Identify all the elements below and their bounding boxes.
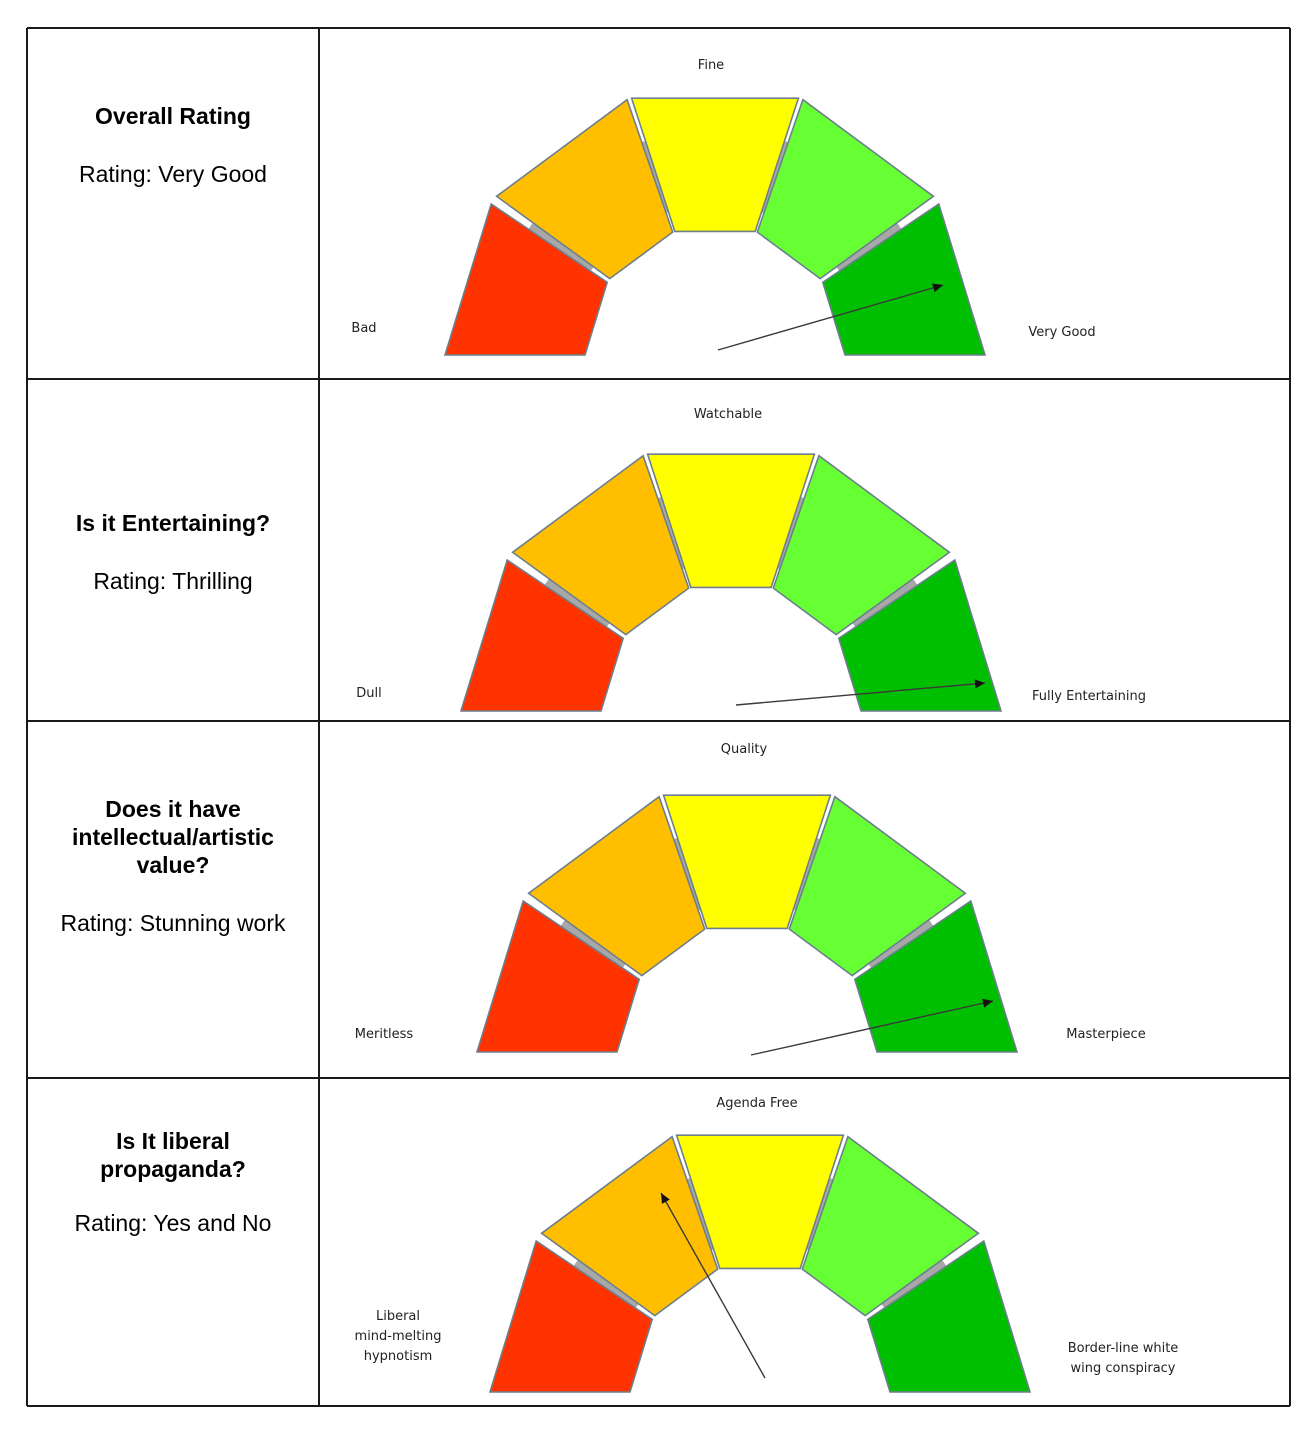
rating-value: Rating: Yes and No xyxy=(75,1210,272,1236)
rating-gauge: Liberal mind-melting hypnotism Agenda Free B… xyxy=(355,1096,1179,1393)
gauge-needle xyxy=(735,679,986,706)
gauge-segment-5 xyxy=(853,899,1019,1053)
gauge-label-right: Border-line white xyxy=(1068,1341,1179,1356)
gauge-segment-3 xyxy=(630,97,800,233)
needle-arrowhead xyxy=(982,998,993,1008)
question-title: value? xyxy=(137,852,210,878)
gauge-label-right: Fully Entertaining xyxy=(1032,689,1146,704)
question-title: Overall Rating xyxy=(95,103,251,129)
gauge-label-right: Very Good xyxy=(1028,325,1095,340)
gauge-label-right: wing conspiracy xyxy=(1071,1361,1176,1376)
rating-gauge: Bad Fine Very Good xyxy=(351,58,1096,356)
gauge-segment-5 xyxy=(866,1239,1032,1393)
gauge-segment-2 xyxy=(495,98,674,280)
gauge-segment-2 xyxy=(511,454,690,636)
gauge-label-left: Meritless xyxy=(355,1027,414,1042)
question-title: propaganda? xyxy=(100,1156,246,1182)
needle-arrowhead xyxy=(974,679,985,689)
gauge-label-left: Liberal xyxy=(376,1309,420,1324)
rating-gauge: Dull Watchable Fully Entertaining xyxy=(356,407,1146,712)
rating-row: Is it Entertaining? Rating: Thrilling Dull… xyxy=(76,407,1146,712)
gauge-segment-3 xyxy=(646,453,816,589)
gauge-segment-1 xyxy=(488,1239,654,1393)
gauge-segment-3 xyxy=(662,794,832,930)
gauge-segment-1 xyxy=(459,558,625,712)
gauge-segment-5 xyxy=(837,558,1003,712)
gauge-segment-4 xyxy=(772,454,951,636)
gauge-label-top: Fine xyxy=(698,58,724,73)
gauge-segment-2 xyxy=(527,795,706,977)
gauge-label-top: Agenda Free xyxy=(716,1096,797,1111)
gauge-label-left: hypnotism xyxy=(364,1349,433,1364)
gauge-label-top: Watchable xyxy=(694,407,762,422)
gauge-needle xyxy=(750,998,994,1056)
needle-arrowhead xyxy=(932,283,943,293)
gauge-segment-4 xyxy=(788,795,967,977)
gauge-segment-4 xyxy=(801,1135,980,1317)
gauge-label-right: Masterpiece xyxy=(1066,1027,1145,1042)
rating-value: Rating: Thrilling xyxy=(93,568,252,594)
question-title: Is it Entertaining? xyxy=(76,510,270,536)
gauge-label-top: Quality xyxy=(721,742,768,757)
needle-arrowhead xyxy=(661,1193,670,1204)
gauge-segment-5 xyxy=(821,202,987,356)
gauge-segment-3 xyxy=(675,1134,845,1270)
gauge-label-left: Bad xyxy=(351,321,376,336)
gauge-label-left: mind-melting xyxy=(355,1329,442,1344)
gauge-segment-4 xyxy=(756,98,935,280)
gauge-segment-1 xyxy=(443,202,609,356)
rating-value: Rating: Stunning work xyxy=(60,910,286,936)
rating-value: Rating: Very Good xyxy=(79,161,267,187)
question-title: Does it have xyxy=(105,796,241,822)
gauge-segment-1 xyxy=(475,899,641,1053)
question-title: intellectual/artistic xyxy=(72,824,274,850)
table-grid xyxy=(26,27,1291,1407)
question-title: Is It liberal xyxy=(116,1128,230,1154)
rating-gauge: Meritless Quality Masterpiece xyxy=(355,742,1146,1056)
rating-row: Overall Rating Rating: Very Good Bad Fine Ve… xyxy=(79,58,1096,356)
gauge-needle xyxy=(660,1192,766,1379)
gauge-label-left: Dull xyxy=(356,686,381,701)
gauge-needle xyxy=(717,283,944,351)
gauge-segment-2 xyxy=(540,1135,719,1317)
